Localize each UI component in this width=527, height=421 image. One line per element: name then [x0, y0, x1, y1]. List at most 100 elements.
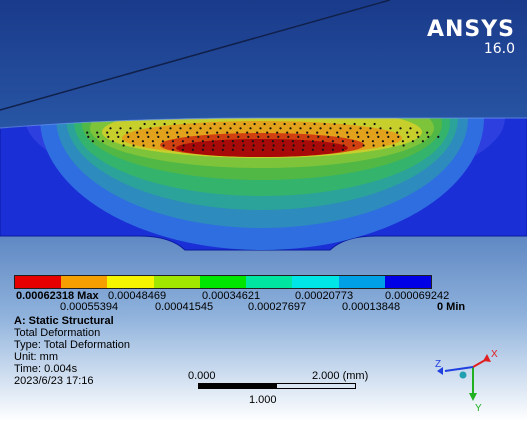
mesh-node [211, 140, 214, 143]
mesh-node [312, 144, 315, 147]
mesh-node [139, 127, 142, 130]
mesh-node [162, 144, 165, 147]
mesh-node [411, 140, 414, 143]
mesh-node [193, 122, 196, 126]
x-axis-arrow [483, 354, 491, 362]
mesh-node [347, 135, 350, 138]
mesh-node [317, 135, 320, 138]
mesh-node [167, 135, 170, 138]
mesh-node [302, 144, 305, 147]
mesh-node [233, 122, 236, 126]
mesh-node [153, 122, 156, 126]
mesh-node [266, 131, 269, 134]
mesh-node [261, 148, 264, 151]
mesh-node [257, 135, 260, 138]
mesh-node [122, 144, 125, 147]
mesh-node [247, 135, 250, 138]
mesh-node [321, 148, 324, 151]
mesh-node [402, 144, 405, 147]
legend-label-b2: 0.00041545 [155, 301, 214, 313]
mesh-node [181, 140, 184, 143]
legend-swatch-6 [246, 276, 293, 288]
mesh-node [197, 135, 200, 138]
mesh-node [291, 140, 294, 143]
mesh-node [277, 135, 280, 138]
mesh-node [361, 140, 364, 143]
mesh-node [192, 144, 195, 147]
mesh-node [299, 127, 302, 130]
mesh-node [416, 131, 419, 134]
mesh-node [241, 140, 244, 143]
mesh-node [289, 127, 292, 130]
mesh-node [382, 144, 385, 147]
mesh-node [369, 127, 372, 130]
mesh-node [397, 135, 400, 138]
z-axis-arrow [437, 367, 443, 375]
mesh-node [316, 131, 319, 134]
mesh-node [291, 148, 294, 151]
mesh-node [231, 148, 234, 151]
mesh-node [159, 127, 162, 130]
coordinate-triad[interactable]: X Y Z [435, 345, 505, 415]
mesh-node [353, 122, 356, 126]
mesh-node [323, 122, 326, 126]
mesh-node [243, 122, 246, 126]
mesh-node [91, 140, 94, 143]
legend-swatch-7 [292, 276, 339, 288]
mesh-node [292, 144, 295, 147]
mesh-node [181, 148, 184, 151]
mesh-node [259, 127, 262, 130]
mesh-node [157, 135, 160, 138]
mesh-node [301, 148, 304, 151]
legend-swatch-4 [153, 276, 200, 288]
result-type: Type: Total Deformation [14, 339, 130, 351]
mesh-node [331, 148, 334, 151]
mesh-node [209, 127, 212, 130]
mesh-node [343, 122, 346, 126]
mesh-node [96, 131, 99, 134]
mesh-node [151, 140, 154, 143]
mesh-node [269, 127, 272, 130]
mesh-node [407, 135, 410, 138]
mesh-node [189, 127, 192, 130]
mesh-node [207, 135, 210, 138]
mesh-node [326, 131, 329, 134]
result-unit: Unit: mm [14, 351, 58, 363]
mesh-node [311, 148, 314, 151]
mesh-node [272, 144, 275, 147]
mesh-node [127, 135, 130, 138]
mesh-node [111, 140, 114, 143]
mesh-node [191, 140, 194, 143]
mesh-node [226, 131, 229, 134]
mesh-node [303, 122, 306, 126]
scale-mid-label: 1.000 [249, 394, 277, 406]
mesh-node [163, 122, 166, 126]
mesh-node [376, 131, 379, 134]
mesh-node [337, 135, 340, 138]
legend-label-5: 0.000069242 [385, 290, 450, 302]
mesh-node [217, 135, 220, 138]
mesh-node [406, 131, 409, 134]
mesh-node [237, 135, 240, 138]
mesh-node [213, 122, 216, 126]
mesh-node [427, 135, 430, 138]
mesh-node [396, 131, 399, 134]
mesh-node [223, 122, 226, 126]
mesh-node [231, 140, 234, 143]
mesh-node [372, 144, 375, 147]
mesh-node [132, 144, 135, 147]
mesh-node [336, 131, 339, 134]
legend-swatch-9 [384, 276, 431, 288]
triad-origin [459, 371, 467, 379]
legend-label-2: 0.00048469 [108, 290, 167, 302]
mesh-node [206, 131, 209, 134]
legend-swatch-5 [199, 276, 247, 288]
legend-color-bar [14, 275, 432, 289]
z-axis-line [444, 366, 474, 372]
mesh-node [271, 140, 274, 143]
mesh-node [262, 144, 265, 147]
brand-name: ANSYS [426, 17, 515, 42]
mesh-node [252, 144, 255, 147]
mesh-node [359, 127, 362, 130]
